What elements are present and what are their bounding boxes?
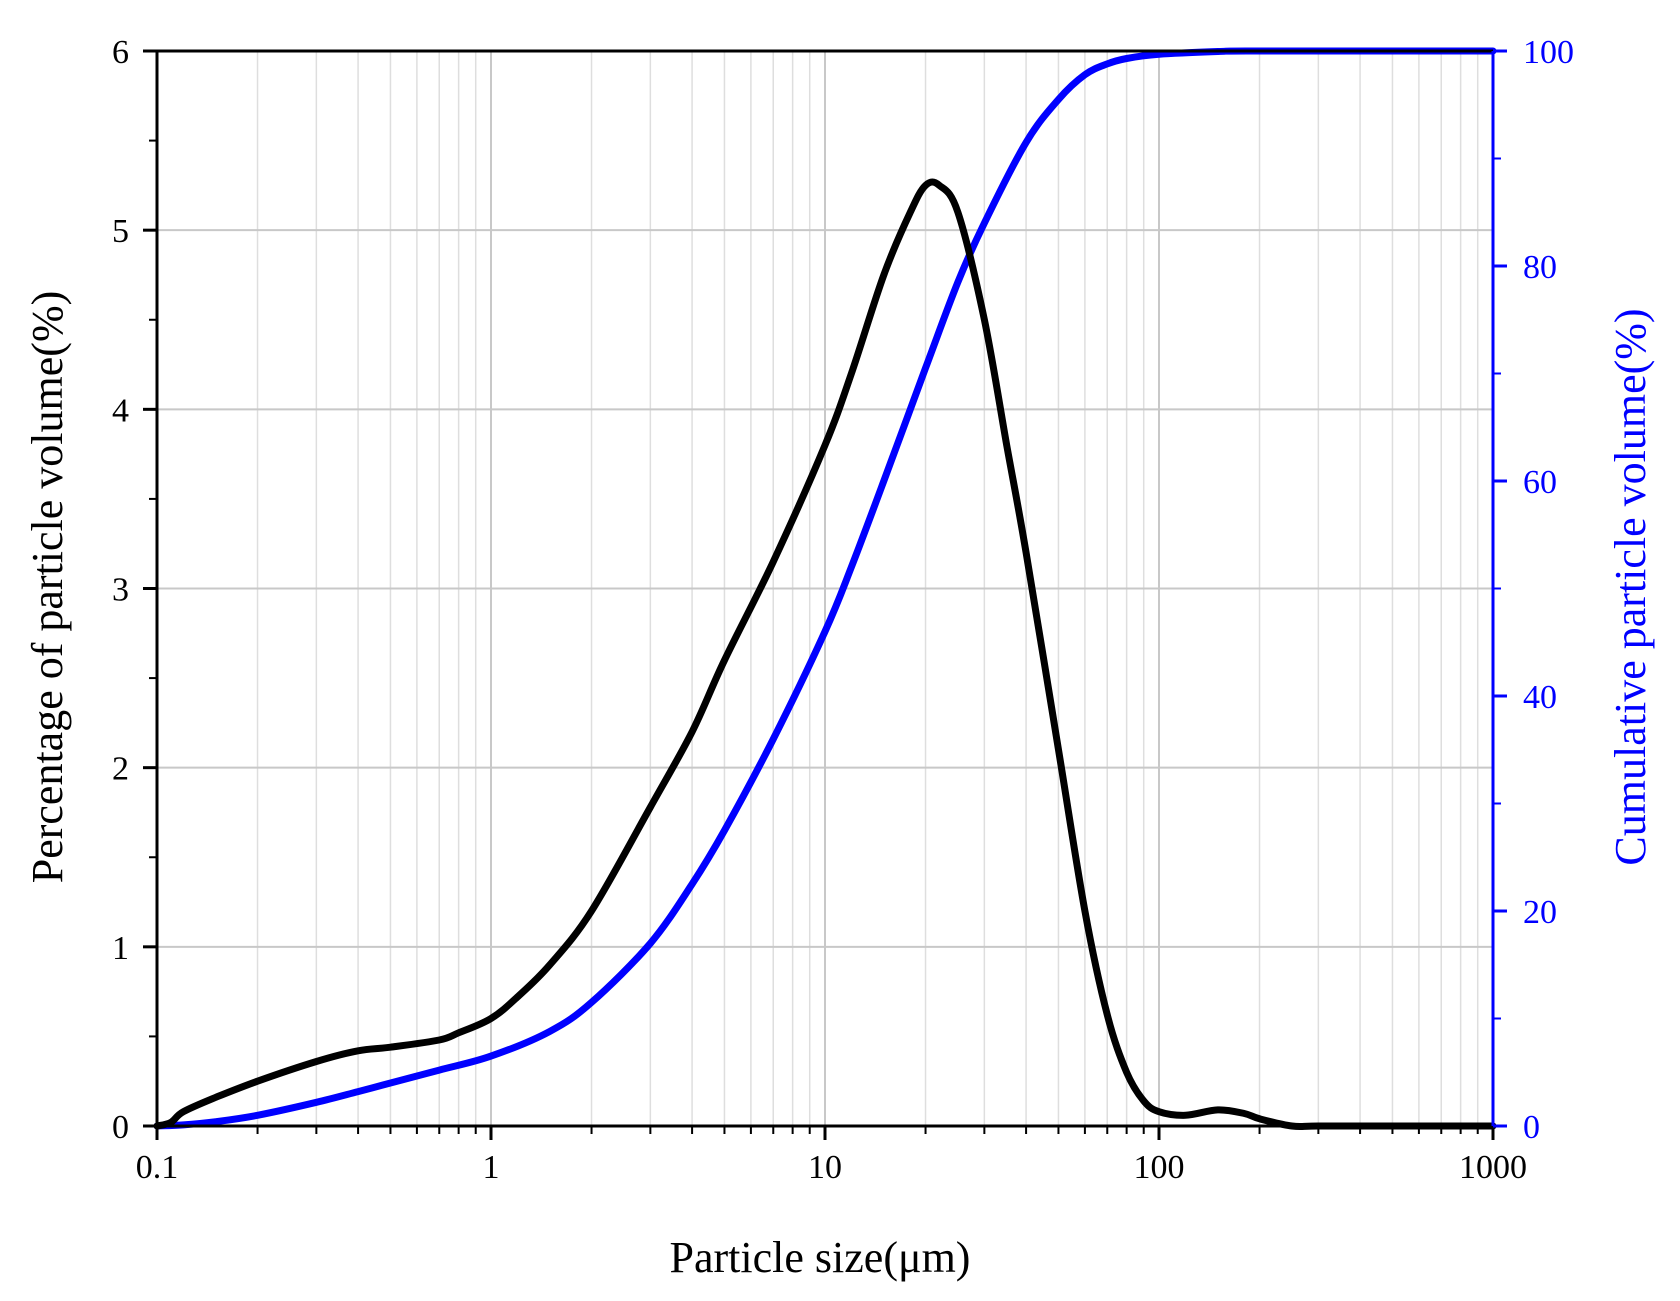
- y2-tick-label: 20: [1523, 894, 1557, 931]
- y2-tick-label: 40: [1523, 679, 1557, 716]
- y-tick-label: 6: [112, 34, 129, 71]
- y-tick-label: 4: [112, 392, 129, 429]
- x-axis-title: Particle size(μm): [670, 1233, 971, 1282]
- y-tick-label: 5: [112, 213, 129, 250]
- y2-tick-label: 100: [1523, 34, 1574, 71]
- percentage-volume-line: [153, 178, 1497, 1131]
- x-tick-label: 100: [1134, 1149, 1185, 1186]
- y-tick-label: 0: [112, 1109, 129, 1146]
- x-tick-label: 10: [808, 1149, 842, 1186]
- x-tick-label: 1: [483, 1149, 500, 1186]
- y2-axis-title: Cumulative particle volume(%): [1606, 308, 1655, 865]
- y-tick-label: 3: [112, 572, 129, 609]
- x-tick-label: 1000: [1459, 1149, 1527, 1186]
- series-layer: [153, 47, 1497, 1131]
- grid: [156, 50, 1493, 1127]
- y-axis-title: Percentage of particle volume(%): [23, 291, 72, 884]
- y-tick-label: 1: [112, 930, 129, 967]
- axes: [143, 49, 1507, 1140]
- y2-tick-label: 60: [1523, 464, 1557, 501]
- y2-tick-label: 80: [1523, 249, 1557, 286]
- cumulative-volume-line: [153, 47, 1497, 1130]
- x-tick-label: 0.1: [136, 1149, 179, 1186]
- y2-tick-label: 0: [1523, 1109, 1540, 1146]
- y-tick-label: 2: [112, 751, 129, 788]
